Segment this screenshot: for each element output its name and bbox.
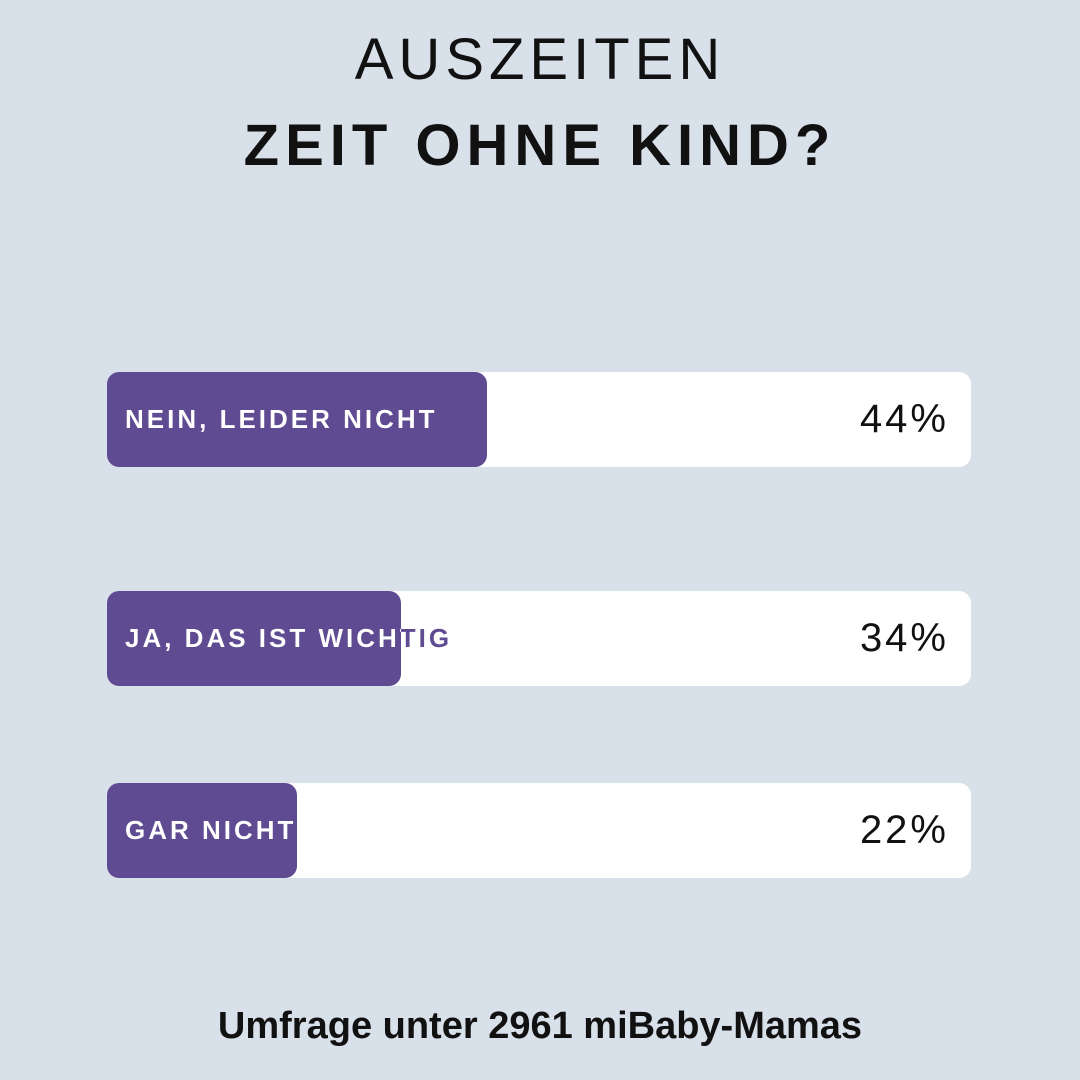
chart-title: AUSZEITEN — [354, 27, 726, 92]
bar-fill — [107, 783, 298, 878]
chart-subtitle: ZEIT OHNE KIND? — [243, 113, 837, 178]
bar-label: NEIN, LEIDER NICHT — [125, 372, 438, 467]
bar-value-label: 22% — [859, 808, 949, 852]
bar-track: NEIN, LEIDER NICHT 44% — [107, 372, 971, 467]
bar-track: GAR NICHT 22% — [107, 783, 971, 878]
bar-fill — [107, 591, 401, 686]
bar-value-label: 44% — [859, 397, 949, 441]
bar-track: JA, DAS IST WICHTIG 34% — [107, 591, 971, 686]
bar-label: JA, DAS IST WICHTIG — [125, 591, 452, 686]
bar-value-label: 34% — [859, 616, 949, 660]
footnote: Umfrage unter 2961 miBaby-Mamas — [217, 1005, 863, 1047]
bar-fill — [107, 372, 488, 467]
bar-label: GAR NICHT — [125, 783, 296, 878]
